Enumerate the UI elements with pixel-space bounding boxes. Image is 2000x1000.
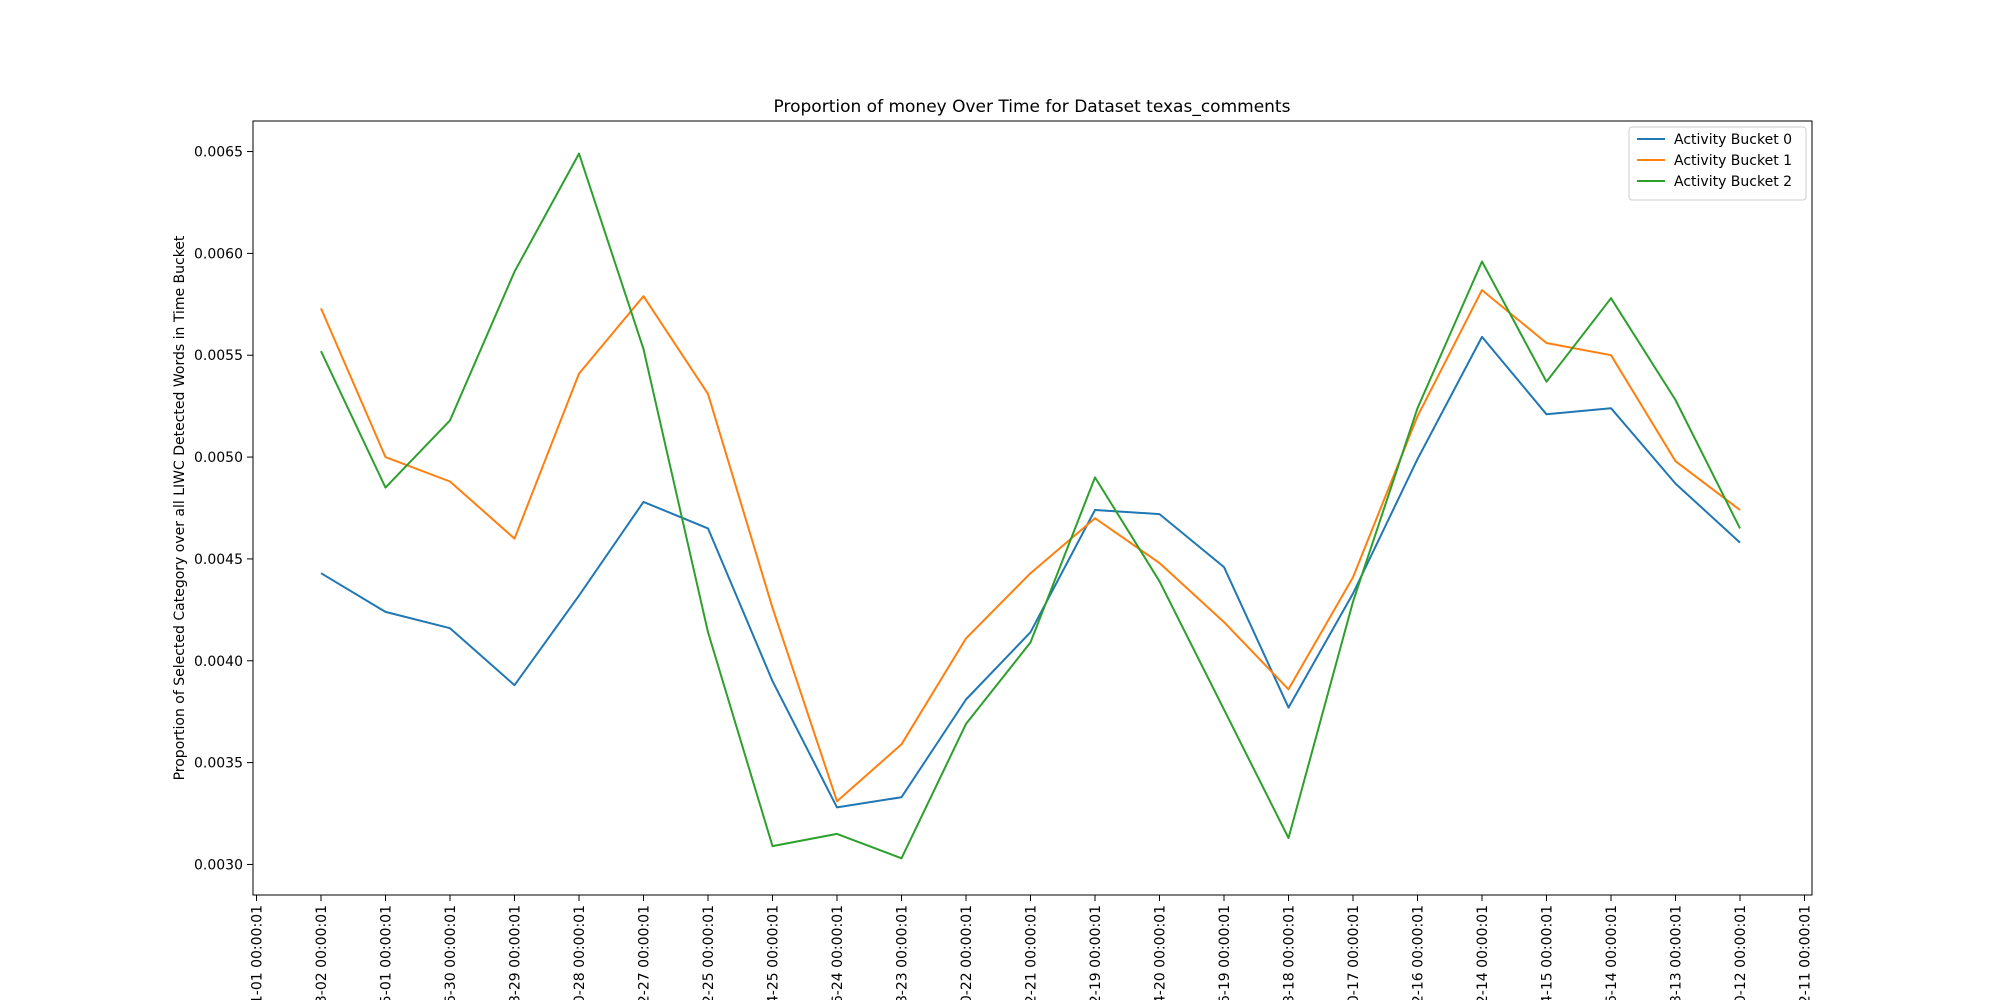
x-tick-label: 2-11 00:00:01 (1798, 905, 1814, 1000)
chart-title: Proportion of money Over Time for Datase… (774, 97, 1291, 117)
legend-box (1628, 126, 1807, 201)
x-axis: 1-01 00:00:01 3-02 00:00:01 5-01 00:00:01 6… (250, 895, 1814, 1000)
x-tick-label: 5-01 00:00:01 (379, 905, 395, 1000)
x-tick-label: 0-12 00:00:01 (1733, 905, 1749, 1000)
x-tick-label: 2-27 00:00:01 (637, 905, 653, 1000)
x-tick-label: 2-25 00:00:01 (701, 905, 717, 1000)
x-tick-label: 2-21 00:00:01 (1024, 905, 1040, 1000)
legend-label: Activity Bucket 0 (1674, 132, 1792, 148)
x-tick-label: 2-19 00:00:01 (1088, 905, 1104, 1000)
y-tick-label: 0.0045 (194, 552, 243, 568)
x-tick-label: 6-24 00:00:01 (830, 905, 846, 1000)
x-tick-label: 8-13 00:00:01 (1669, 905, 1685, 1000)
x-tick-label: 6-14 00:00:01 (1604, 905, 1620, 1000)
x-tick-label: 6-19 00:00:01 (1217, 905, 1233, 1000)
y-tick-label: 0.0050 (194, 450, 243, 466)
x-tick-label: 0-17 00:00:01 (1346, 905, 1362, 1000)
series-line-activity-bucket-2 (320, 152, 1741, 860)
y-axis: 0.0030 0.0035 0.0040 0.0045 0.0050 0.0055 0.00… (194, 145, 253, 873)
x-tick-label: 2-14 00:00:01 (1475, 905, 1491, 1000)
series-line-activity-bucket-1 (320, 289, 1741, 803)
x-tick-label: 2-16 00:00:01 (1411, 905, 1427, 1000)
x-tick-label: 8-18 00:00:01 (1282, 905, 1298, 1000)
y-tick-label: 0.0065 (194, 145, 243, 161)
y-tick-label: 0.0055 (194, 348, 243, 364)
series-line-activity-bucket-0 (320, 335, 1741, 809)
y-tick-label: 0.0060 (194, 246, 243, 262)
y-axis-label: Proportion of Selected Category over all… (172, 235, 188, 780)
x-tick-label: 4-25 00:00:01 (766, 905, 782, 1000)
x-tick-label: 4-20 00:00:01 (1153, 905, 1169, 1000)
x-tick-label: 4-15 00:00:01 (1540, 905, 1556, 1000)
x-tick-label: 8-29 00:00:01 (508, 905, 524, 1000)
x-tick-label: 1-01 00:00:01 (250, 905, 266, 1000)
series-layer (320, 152, 1741, 860)
y-tick-label: 0.0035 (194, 756, 243, 772)
x-tick-label: 8-23 00:00:01 (895, 905, 911, 1000)
legend-label: Activity Bucket 1 (1674, 153, 1792, 169)
y-tick-label: 0.0030 (194, 857, 243, 873)
legend-label: Activity Bucket 2 (1674, 174, 1792, 190)
x-tick-label: 0-22 00:00:01 (959, 905, 975, 1000)
legend: Activity Bucket 0 Activity Bucket 1 Activi… (1628, 126, 1807, 201)
x-tick-label: 6-30 00:00:01 (443, 905, 459, 1000)
y-tick-label: 0.0040 (194, 654, 243, 670)
plot-area-frame (252, 120, 1813, 896)
x-tick-label: 3-02 00:00:01 (314, 905, 330, 1000)
x-tick-label: 0-28 00:00:01 (572, 905, 588, 1000)
